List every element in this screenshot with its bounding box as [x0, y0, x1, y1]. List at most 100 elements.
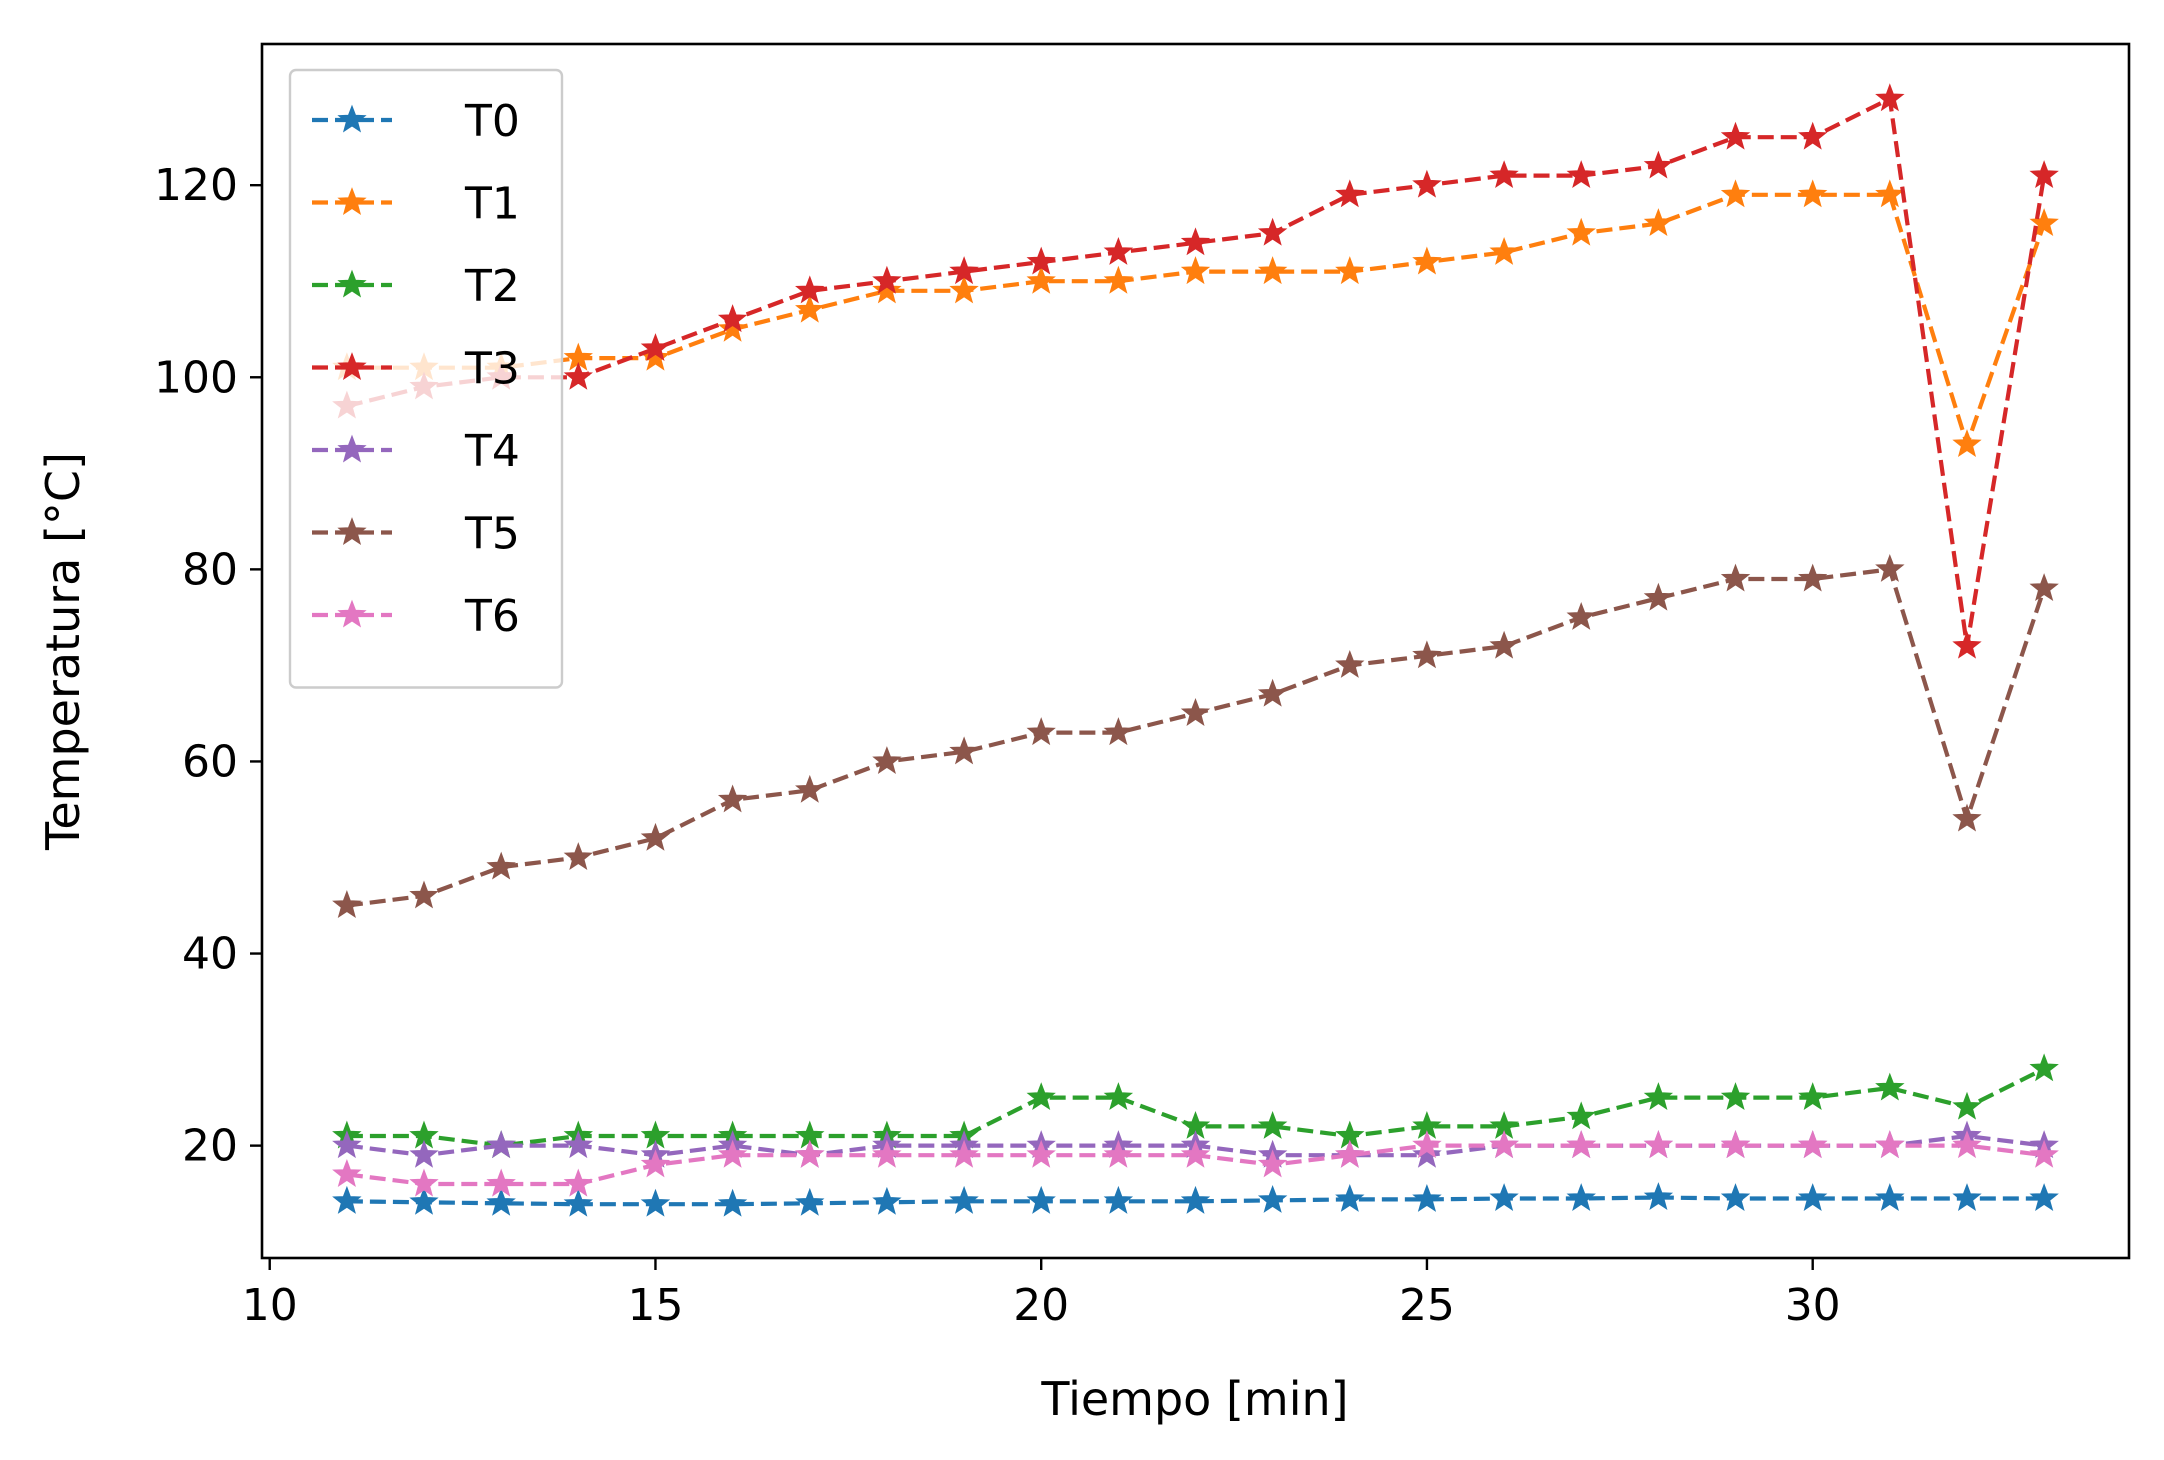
data-point	[1412, 1130, 1442, 1159]
legend-star-marker	[337, 434, 367, 463]
legend-label: T4	[464, 426, 520, 477]
data-point	[1798, 563, 1828, 592]
data-point	[486, 1187, 516, 1216]
data-point	[949, 1139, 979, 1168]
series-line	[346, 1195, 2045, 1207]
data-point	[872, 265, 902, 294]
data-point	[1257, 1149, 1288, 1178]
data-point	[1412, 1183, 1442, 1212]
data-point	[332, 1158, 362, 1187]
plot-frame	[260, 42, 2131, 1260]
data-point	[872, 746, 902, 774]
data-point	[795, 294, 825, 323]
data-point	[1026, 1185, 1056, 1214]
series-T0	[332, 1182, 2059, 1217]
data-point	[795, 1139, 825, 1168]
data-point	[1335, 1139, 1365, 1168]
series-line	[346, 96, 2047, 649]
data-point	[1720, 1082, 1751, 1111]
x-tick-label: 15	[627, 1280, 683, 1331]
legend-star-marker	[337, 599, 367, 628]
data-point	[1026, 717, 1056, 746]
data-point	[1026, 1139, 1056, 1168]
x-tick-label: 30	[1785, 1280, 1841, 1331]
data-point	[1952, 803, 1982, 832]
data-point	[949, 736, 979, 765]
data-point	[1103, 717, 1134, 746]
data-point	[2029, 160, 2059, 189]
data-point	[409, 1168, 439, 1197]
data-point	[1489, 630, 1519, 659]
data-point	[1335, 1183, 1365, 1212]
legend-label: T3	[464, 344, 520, 395]
data-point	[1103, 1185, 1134, 1214]
data-point	[872, 275, 902, 304]
legend-label: T1	[464, 179, 520, 230]
data-point	[486, 851, 516, 880]
legend-star-marker	[337, 269, 367, 298]
y-axis-title: Temperatura [°C]	[36, 452, 90, 851]
data-point	[409, 1186, 439, 1215]
data-point	[2029, 1183, 2059, 1211]
series-layer	[332, 83, 2059, 1217]
legend-star-marker	[337, 352, 367, 380]
legend-label: T2	[464, 261, 520, 312]
legend-item-T0: T0	[312, 96, 520, 147]
legend-item-T4: T4	[312, 426, 520, 477]
series-T5	[332, 553, 2059, 918]
data-point	[563, 1130, 593, 1159]
data-point	[2029, 1139, 2059, 1168]
data-point	[1643, 1182, 1674, 1210]
data-point	[563, 1188, 593, 1217]
x-tick-label: 10	[242, 1280, 298, 1331]
y-tick-label: 80	[182, 544, 238, 595]
legend-label: T0	[464, 96, 520, 147]
data-point	[1566, 160, 1596, 189]
data-point	[1643, 150, 1674, 179]
data-point	[409, 1139, 439, 1168]
data-point	[717, 784, 748, 813]
data-point	[1257, 1184, 1288, 1213]
data-point	[1026, 1082, 1056, 1111]
data-point	[717, 1188, 748, 1217]
data-point	[1720, 1183, 1751, 1211]
y-tick-label: 120	[154, 160, 238, 211]
data-point	[1180, 697, 1211, 726]
data-point	[1103, 1082, 1134, 1111]
data-point	[563, 361, 593, 390]
data-point	[1335, 649, 1365, 678]
legend-item-T6: T6	[312, 591, 520, 642]
data-point	[409, 880, 439, 909]
data-point	[1875, 179, 1905, 208]
data-point	[1335, 179, 1365, 208]
data-point	[1026, 265, 1056, 294]
data-point	[872, 1186, 902, 1215]
data-point	[1103, 265, 1134, 294]
data-point	[1952, 1130, 1982, 1159]
legend-star-marker	[337, 517, 367, 545]
data-point	[563, 1168, 593, 1197]
data-point	[1566, 1130, 1596, 1159]
data-point	[486, 1168, 516, 1197]
data-point	[332, 890, 362, 918]
data-point	[1875, 1072, 1905, 1101]
legend-box	[288, 68, 564, 689]
data-point	[1875, 1130, 1905, 1159]
y-tick-label: 40	[182, 929, 238, 980]
y-tick-label: 60	[182, 736, 238, 787]
data-point	[1952, 1091, 1982, 1120]
data-point	[332, 1185, 362, 1214]
data-point	[1412, 246, 1442, 275]
data-point	[1952, 429, 1982, 457]
data-point	[640, 822, 671, 851]
data-point	[1798, 179, 1828, 208]
data-point	[1720, 1130, 1751, 1159]
data-point	[795, 1187, 825, 1216]
data-point	[1257, 256, 1288, 285]
x-tick-label: 20	[1013, 1280, 1069, 1331]
y-axis: 20 40 60 80 100 120	[154, 160, 262, 1172]
data-point	[1720, 179, 1751, 208]
data-point	[332, 1130, 362, 1159]
legend-item-T2: T2	[312, 261, 520, 312]
